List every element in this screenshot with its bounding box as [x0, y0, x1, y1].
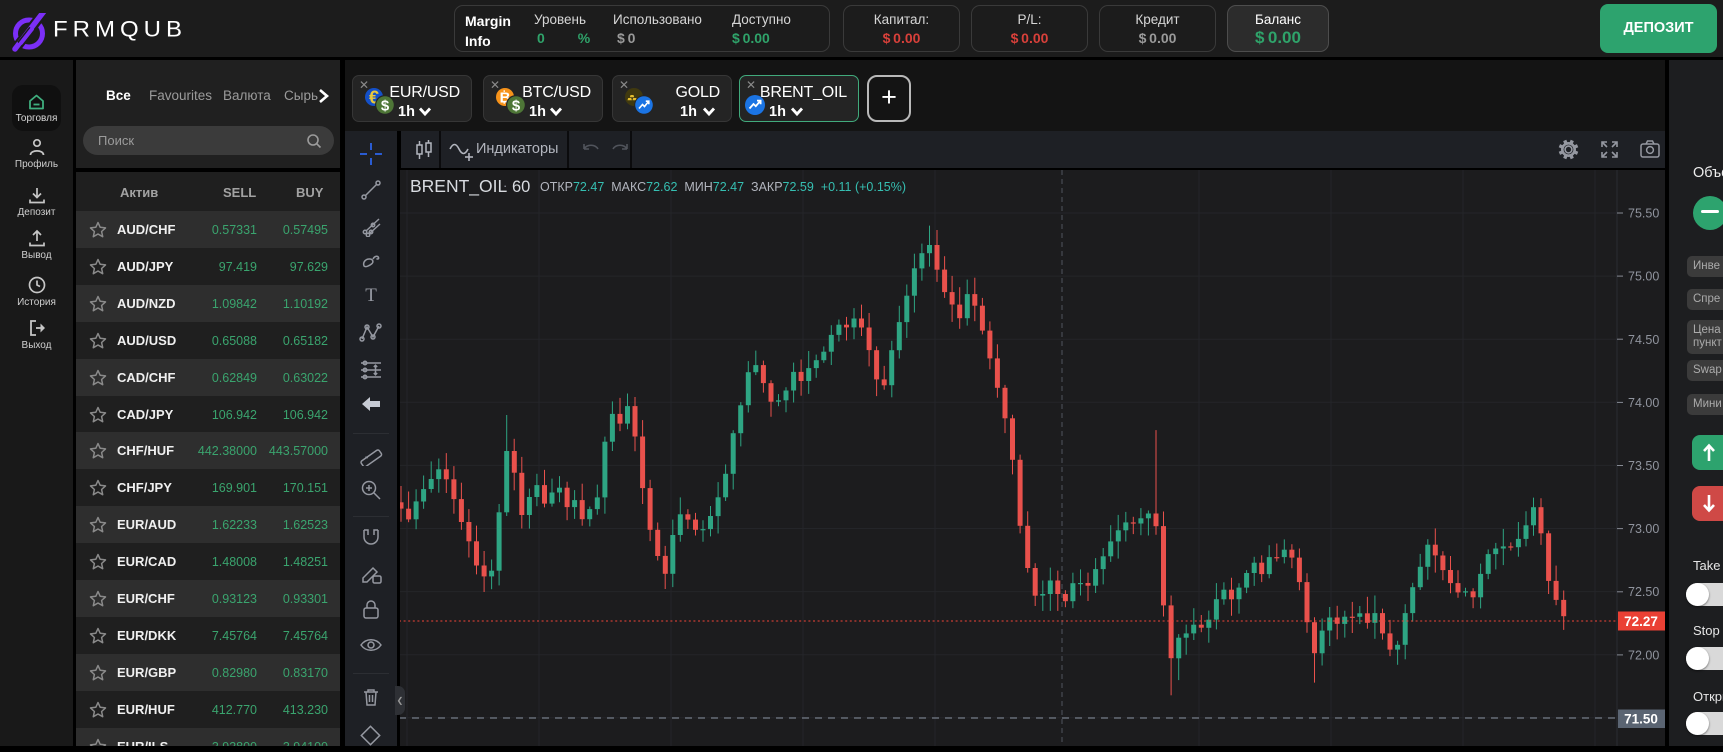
svg-text:$: $	[381, 98, 390, 115]
svg-text:72.50: 72.50	[1628, 585, 1659, 599]
svg-text:B: B	[500, 90, 511, 107]
svg-text:72.27: 72.27	[1624, 614, 1658, 629]
svg-text:BRENT_OIL: BRENT_OIL	[410, 176, 508, 197]
svg-text:73.00: 73.00	[1628, 522, 1659, 536]
svg-text:74.00: 74.00	[1628, 396, 1659, 410]
svg-text:60: 60	[512, 178, 530, 196]
svg-text:·: ·	[503, 178, 507, 193]
svg-text:T: T	[365, 285, 377, 305]
svg-text:75.50: 75.50	[1628, 207, 1659, 221]
svg-text:75.00: 75.00	[1628, 270, 1659, 284]
svg-text:71.50: 71.50	[1624, 712, 1658, 727]
svg-text:72.00: 72.00	[1628, 648, 1659, 662]
svg-text:€: €	[369, 88, 379, 108]
svg-text:74.50: 74.50	[1628, 333, 1659, 347]
svg-text:73.50: 73.50	[1628, 459, 1659, 473]
svg-text:ОТКР72.47 МАКС72.62 МИН72.47: ОТКР72.47 МАКС72.62 МИН72.47 ЗАКР72.59 +…	[540, 180, 906, 194]
svg-text:$: $	[512, 98, 521, 115]
